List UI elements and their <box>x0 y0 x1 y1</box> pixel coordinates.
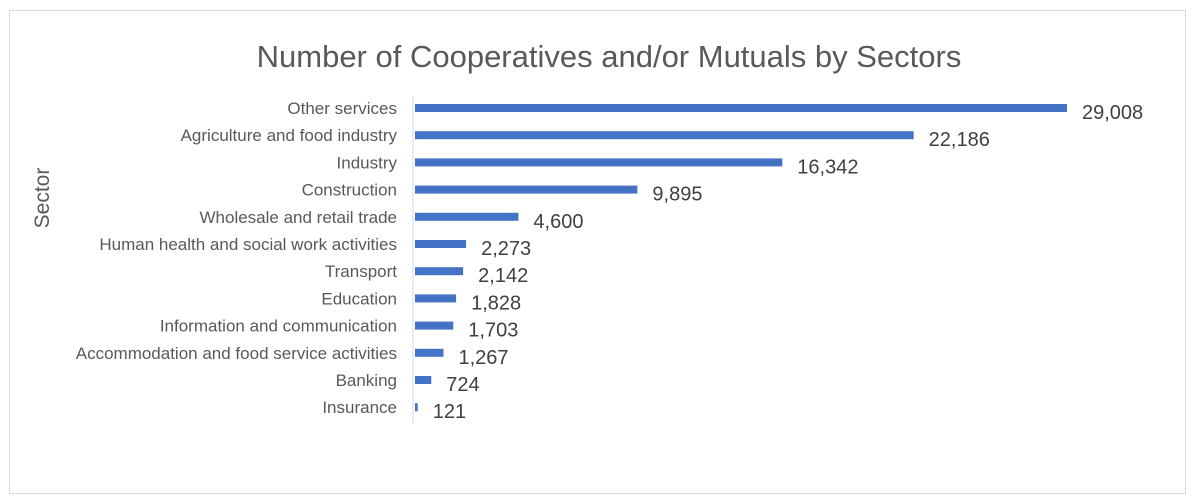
chart-title: Number of Cooperatives and/or Mutuals by… <box>257 39 962 74</box>
data-label: 1,703 <box>468 320 518 342</box>
data-label: 1,828 <box>471 292 521 314</box>
chart-frame <box>9 10 1186 494</box>
bar <box>415 294 457 303</box>
data-label: 724 <box>446 374 479 396</box>
bar <box>415 267 464 276</box>
bar <box>415 158 783 167</box>
bar <box>415 321 454 330</box>
data-label: 22,186 <box>929 129 990 151</box>
category-label: Transport <box>325 262 397 281</box>
category-label: Banking <box>336 371 397 390</box>
bar <box>415 131 914 140</box>
category-label: Agriculture and food industry <box>181 126 398 145</box>
category-label: Insurance <box>322 398 397 417</box>
data-label: 121 <box>433 401 466 423</box>
bar <box>415 240 467 248</box>
data-label: 4,600 <box>533 211 583 233</box>
category-label: Other services <box>287 99 397 118</box>
data-label: 9,895 <box>652 184 702 206</box>
category-label: Human health and social work activities <box>99 235 397 254</box>
y-axis-title: Sector <box>31 168 54 229</box>
bar <box>415 212 519 221</box>
data-label: 2,273 <box>481 238 531 260</box>
bar <box>415 104 1067 112</box>
category-label: Accommodation and food service activitie… <box>76 344 397 363</box>
category-label: Industry <box>337 153 398 172</box>
bar <box>415 185 638 194</box>
category-label: Construction <box>302 181 397 200</box>
bar-series: Other services 29,008 Agriculture and food… <box>76 99 1143 423</box>
category-label: Wholesale and retail trade <box>199 208 397 227</box>
category-label: Information and communication <box>160 317 397 336</box>
bar <box>415 348 444 357</box>
data-label: 1,267 <box>458 347 508 369</box>
bar <box>415 376 432 384</box>
data-label: 16,342 <box>797 156 858 178</box>
data-label: 2,142 <box>478 265 528 287</box>
bar <box>415 403 418 412</box>
category-label: Education <box>321 289 397 308</box>
data-label: 29,008 <box>1082 102 1143 124</box>
